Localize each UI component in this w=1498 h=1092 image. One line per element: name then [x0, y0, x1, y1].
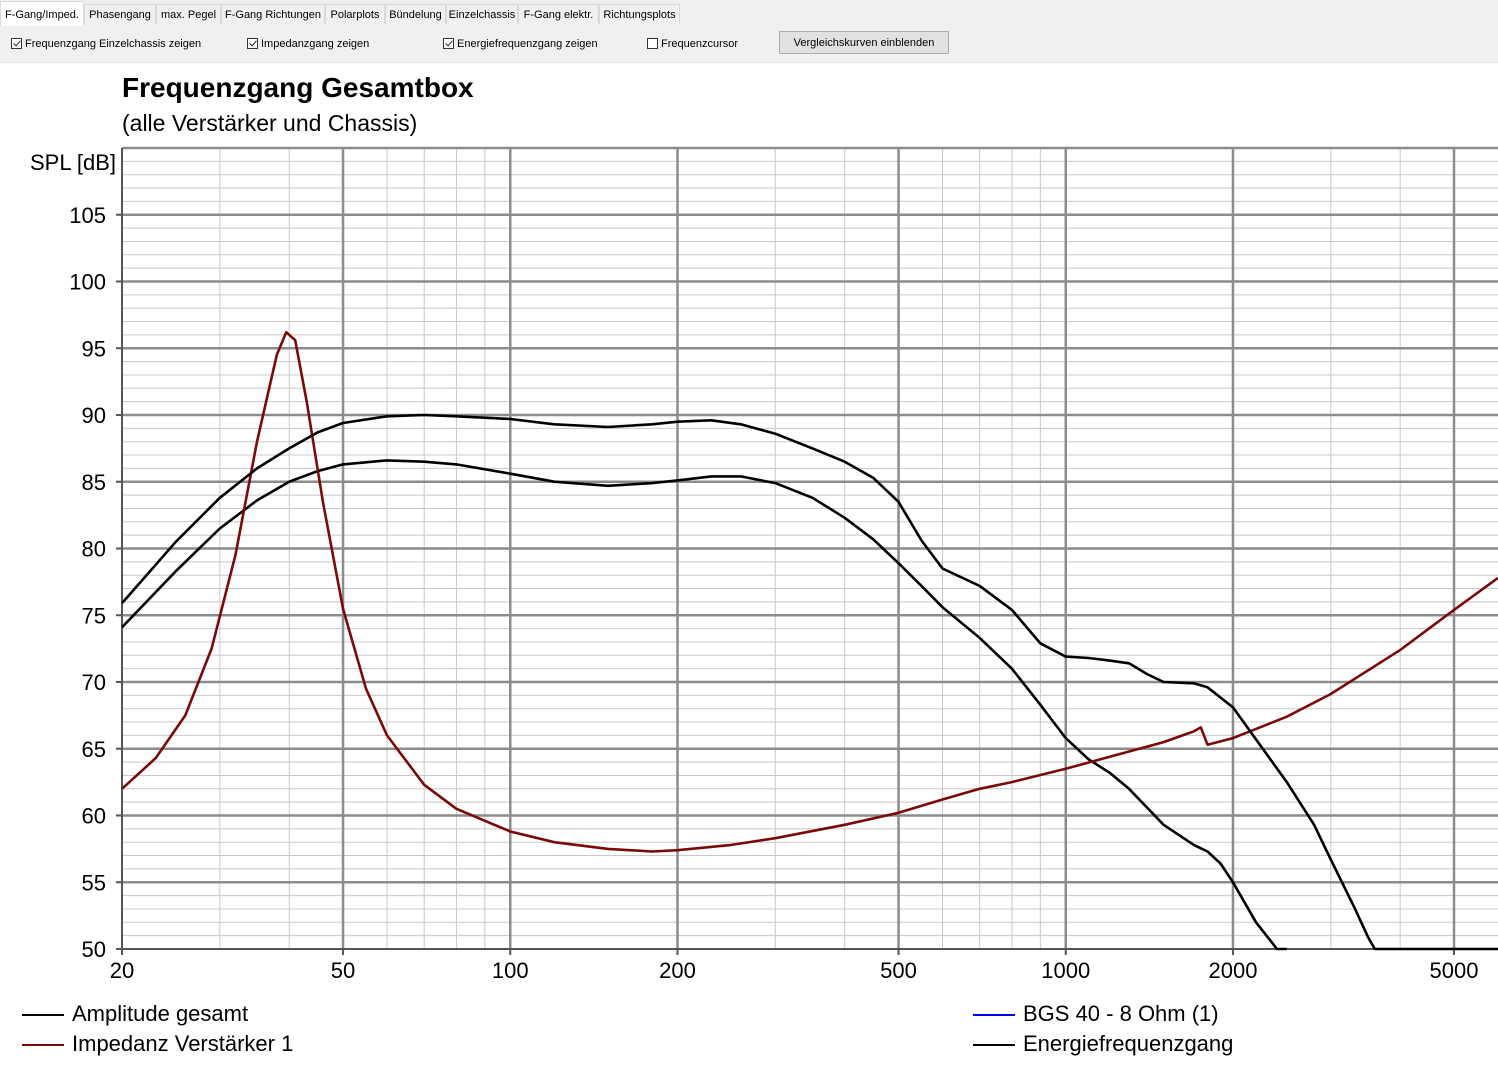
- legend-swatch: [973, 1044, 1015, 1047]
- x-tick-label: 1000: [1041, 958, 1090, 983]
- checkbox-box[interactable]: [647, 38, 658, 49]
- tab-polarplots[interactable]: Polarplots: [325, 4, 385, 24]
- tab-richtungsplots[interactable]: Richtungsplots: [599, 4, 680, 24]
- series-line-amplitude-gesamt: [121, 459, 1287, 951]
- legend-label: Energiefrequenzgang: [1023, 1031, 1234, 1056]
- x-tick-label: 2000: [1208, 958, 1257, 983]
- legend-swatch: [22, 1044, 64, 1047]
- vergleichskurven-button[interactable]: Vergleichskurven einblenden: [779, 31, 949, 54]
- series-line-energiefrequenzgang: [121, 413, 1498, 951]
- tab-f-gang-richtungen[interactable]: F-Gang Richtungen: [221, 4, 325, 24]
- y-tick-label: 90: [82, 403, 106, 428]
- tab-phasengang[interactable]: Phasengang: [84, 4, 156, 24]
- y-tick-label: 75: [82, 603, 106, 628]
- y-tick-label: 105: [69, 203, 106, 228]
- y-tick-label: 100: [69, 270, 106, 295]
- legend-label: Amplitude gesamt: [72, 1001, 249, 1026]
- legend-label: Impedanz Verstärker 1: [72, 1031, 294, 1056]
- legend-item-impedanz: Impedanz Verstärker 1: [22, 1029, 293, 1059]
- checkbox-label: Impedanzgang zeigen: [261, 38, 370, 50]
- y-tick-label: 50: [82, 937, 106, 962]
- legend-item-bgs40: BGS 40 - 8 Ohm (1): [973, 999, 1219, 1029]
- checkbox-impedanzgang[interactable]: Impedanzgang zeigen: [247, 36, 369, 52]
- x-tick-label: 5000: [1430, 958, 1479, 983]
- legend-label: BGS 40 - 8 Ohm (1): [1023, 1001, 1219, 1026]
- y-axis-label: SPL [dB]: [30, 150, 116, 175]
- legend-item-amplitude-gesamt: Amplitude gesamt: [22, 999, 248, 1029]
- tab-buendelung[interactable]: Bündelung: [385, 4, 446, 24]
- legend-swatch: [22, 1014, 64, 1017]
- legend-swatch: [973, 1014, 1015, 1017]
- tab-max-pegel[interactable]: max. Pegel: [156, 4, 221, 24]
- checkbox-label: Energiefrequenzgang zeigen: [457, 38, 598, 50]
- x-tick-label: 100: [492, 958, 529, 983]
- x-tick-label: 500: [880, 958, 917, 983]
- x-tick-label: 20: [110, 958, 134, 983]
- tab-f-gang-elektr[interactable]: F-Gang elektr.: [518, 4, 599, 24]
- x-tick-label: 50: [331, 958, 355, 983]
- series-line-impedanz-verst-rker-1: [121, 330, 1498, 853]
- y-tick-label: 55: [82, 870, 106, 895]
- chart-subtitle: (alle Verstärker und Chassis): [122, 110, 418, 136]
- legend-item-energiefrequenzgang: Energiefrequenzgang: [973, 1029, 1233, 1059]
- x-tick-label: 200: [659, 958, 696, 983]
- checkbox-box[interactable]: [11, 38, 22, 49]
- tab-einzelchassis[interactable]: Einzelchassis: [446, 4, 518, 24]
- checkbox-energiefrequenzgang[interactable]: Energiefrequenzgang zeigen: [443, 36, 598, 52]
- checkbox-frequenzcursor[interactable]: Frequenzcursor: [647, 36, 738, 52]
- checkbox-frequenzgang-einzelchassis[interactable]: Frequenzgang Einzelchassis zeigen: [11, 36, 201, 52]
- checkbox-label: Frequenzcursor: [661, 38, 739, 50]
- checkbox-box[interactable]: [443, 38, 454, 49]
- y-tick-label: 70: [82, 670, 106, 695]
- y-tick-label: 95: [82, 336, 106, 361]
- y-tick-label: 60: [82, 804, 106, 829]
- tab-bar: F-Gang/Imped. Phasengang max. Pegel F-Ga…: [0, 0, 1498, 27]
- checkbox-box[interactable]: [247, 38, 258, 49]
- y-tick-label: 85: [82, 470, 106, 495]
- tab-f-gang-imped[interactable]: F-Gang/Imped.: [0, 1, 84, 26]
- checkbox-label: Frequenzgang Einzelchassis zeigen: [25, 38, 202, 50]
- options-toolbar: Frequenzgang Einzelchassis zeigen Impeda…: [0, 26, 1498, 63]
- chart-title: Frequenzgang Gesamtbox: [122, 72, 474, 103]
- y-tick-label: 80: [82, 537, 106, 562]
- y-tick-label: 65: [82, 737, 106, 762]
